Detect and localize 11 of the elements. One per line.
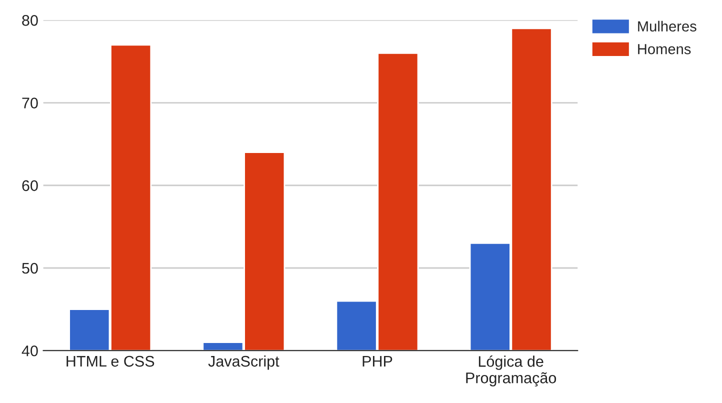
y-tick-label: 50: [22, 262, 38, 274]
legend-label: Homens: [638, 44, 691, 54]
y-tick-label: 70: [22, 98, 38, 108]
y-tick-label: 60: [22, 180, 38, 192]
y-tick-label: 40: [22, 345, 38, 356]
x-tick-label: PHP: [362, 356, 392, 367]
y-tick-label: 80: [22, 15, 38, 26]
legend-label: Mulheres: [638, 20, 696, 32]
x-tick-label: HTML e CSS: [66, 356, 154, 367]
x-tick-label: Lógica de Programação: [466, 355, 556, 386]
x-tick-label: JavaScript: [208, 355, 280, 370]
